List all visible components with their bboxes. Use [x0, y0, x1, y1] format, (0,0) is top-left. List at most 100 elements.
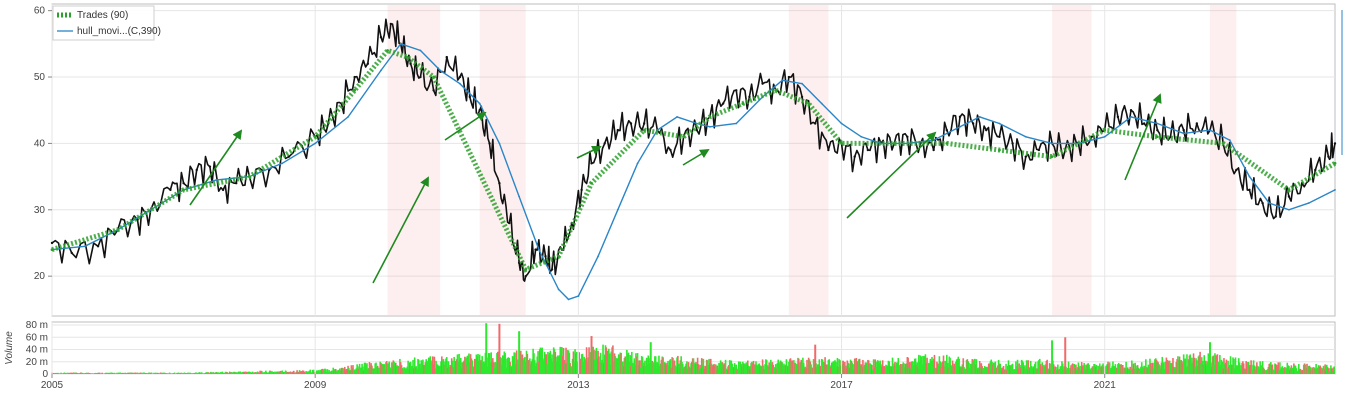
volume-bar-57	[98, 372, 100, 374]
volume-bar-1157	[1002, 365, 1005, 374]
volume-bar-216	[228, 371, 231, 374]
volume-bar-689	[617, 354, 620, 374]
volume-bar-584	[531, 359, 534, 374]
volume-bar-1477	[1265, 370, 1268, 374]
volume-bar-975	[853, 364, 855, 374]
volume-bar-902	[793, 360, 795, 374]
volume-bar-1263	[1089, 369, 1092, 374]
volume-bar-444	[416, 369, 418, 374]
volume-bar-632	[570, 366, 573, 374]
trade-point-10	[557, 254, 561, 258]
trade-point-2	[182, 188, 185, 192]
volume-bar-410	[388, 361, 390, 374]
volume-bar-1206	[1043, 365, 1045, 374]
volume-bar-6	[56, 373, 58, 374]
volume-bar-474	[441, 356, 443, 374]
hull-point-51	[1248, 175, 1251, 178]
legend: Trades (90) hull_movi...(C,390)	[52, 5, 161, 41]
volume-bar-922	[809, 361, 812, 374]
volume-bar-178	[197, 373, 200, 374]
volume-bar-846	[746, 360, 749, 374]
volume-bar-1370	[1177, 359, 1180, 374]
hull-point-5	[215, 179, 218, 181]
volume-bar-361	[348, 368, 350, 374]
volume-bar-580	[528, 360, 530, 374]
volume-bar-7	[56, 372, 59, 374]
volume-bar-1372	[1179, 360, 1182, 374]
volume-bar-1308	[1126, 367, 1129, 374]
volume-bar-576	[524, 361, 527, 374]
volume-bar-1459	[1251, 364, 1253, 374]
volume-bar-1175	[1017, 368, 1020, 374]
volume-bar-784	[695, 363, 698, 374]
volume-bar-1460	[1251, 369, 1254, 374]
volume-bar-681	[611, 347, 613, 374]
volume-bar-337	[328, 370, 330, 374]
volume-bar-445	[417, 358, 419, 374]
hull-point-24	[636, 162, 639, 165]
volume-bar-797	[706, 360, 709, 374]
volume-bar-472	[439, 365, 441, 374]
volume-bar-952	[834, 360, 836, 374]
volume-bar-1366	[1174, 367, 1177, 374]
volume-bar-690	[618, 356, 621, 374]
volume-bar-284	[284, 370, 287, 374]
volume-bar-1236	[1067, 361, 1070, 374]
volume-bar-957	[838, 359, 840, 374]
volume-bar-204	[218, 372, 221, 374]
volume-bar-201	[216, 372, 219, 374]
volume-bar-317	[311, 369, 314, 374]
volume-bar-329	[321, 368, 324, 374]
volume-bar-1524	[1304, 364, 1307, 374]
volume-bar-634	[572, 351, 575, 374]
volume-bar-722	[644, 365, 647, 374]
volume-bar-1150	[997, 365, 999, 374]
price-point-19	[366, 62, 370, 65]
volume-bar-143	[168, 372, 171, 374]
price-y-tick-label-30: 30	[34, 205, 46, 216]
volume-bar-1057	[920, 356, 923, 374]
volume-bar-1152	[998, 363, 1001, 374]
volume-bar-357	[344, 370, 347, 374]
hull-point-1	[83, 245, 86, 248]
volume-bar-1344	[1156, 361, 1159, 374]
volume-bar-795	[705, 366, 707, 374]
volume-bar-1108	[962, 358, 965, 374]
volume-bar-953	[834, 361, 837, 374]
price-point-86	[1182, 128, 1185, 132]
trade-point-23	[1103, 128, 1107, 132]
volume-bar-213	[226, 372, 228, 374]
volume-bar-221	[232, 371, 235, 374]
volume-bar-341	[331, 370, 334, 374]
volume-bar-701	[627, 352, 630, 374]
volume-bar-1227	[1060, 366, 1062, 374]
volume-bar-86	[121, 372, 124, 374]
volume-bar-802	[710, 363, 713, 374]
volume-bar-194	[210, 372, 213, 374]
volume-bar-901	[792, 366, 794, 374]
volume-bar-894	[786, 365, 789, 374]
volume-bar-1382	[1187, 359, 1190, 374]
volume-bar-987	[862, 366, 865, 374]
trade-bands	[387, 5, 1237, 315]
volume-bar-1445	[1239, 369, 1242, 374]
volume-bar-300	[297, 371, 300, 374]
volume-bar-1331	[1145, 367, 1148, 374]
volume-bar-1226	[1059, 366, 1062, 374]
volume-spike-7	[1064, 337, 1067, 374]
volume-bar-26	[72, 372, 75, 374]
volume-bar-1307	[1126, 368, 1128, 374]
hull-point-17	[518, 195, 521, 198]
volume-bar-386	[368, 362, 371, 374]
volume-bar-1148	[995, 367, 997, 374]
price-point-34	[524, 274, 527, 278]
volume-bar-1440	[1235, 365, 1238, 374]
volume-bar-1508	[1291, 367, 1294, 374]
volume-bar-1306	[1125, 361, 1127, 374]
volume-bar-358	[345, 369, 348, 374]
volume-bar-896	[788, 361, 790, 374]
volume-bar-673	[604, 345, 607, 374]
volume-bar-808	[715, 369, 718, 374]
volume-bar-836	[738, 369, 741, 374]
